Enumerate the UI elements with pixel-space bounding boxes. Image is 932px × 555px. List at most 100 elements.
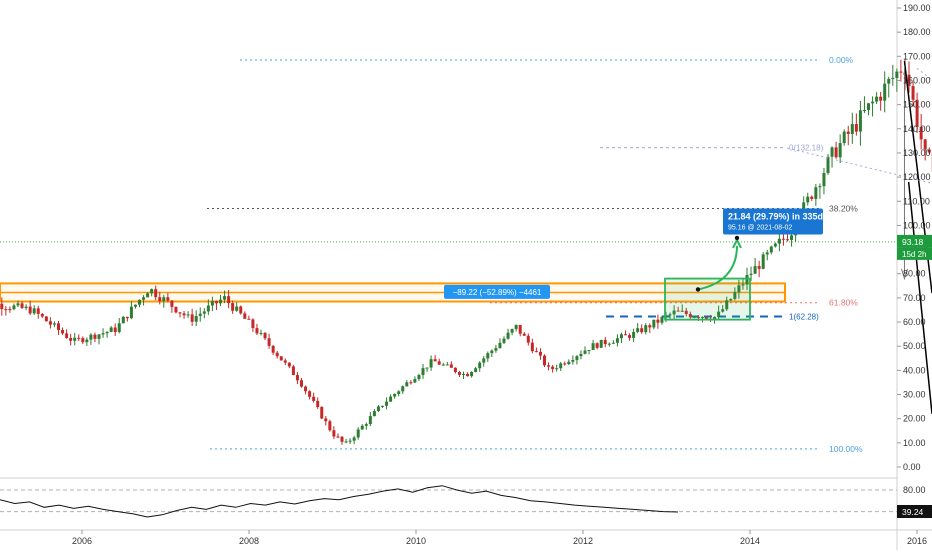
candle-body [458, 372, 461, 375]
candle-body [69, 338, 72, 341]
price-tick-label: 140.00 [903, 124, 931, 134]
candle-body [341, 437, 344, 442]
candle-body [511, 329, 514, 333]
candle-body [875, 97, 878, 102]
candle-body [660, 317, 663, 323]
candle-body [365, 424, 368, 426]
candle-body [790, 235, 793, 240]
candle-body [600, 340, 603, 348]
candle-body [150, 289, 153, 293]
candle-body [53, 323, 56, 324]
candle-body [839, 143, 842, 157]
price-tick-label: 110.00 [903, 196, 930, 206]
candle-body [567, 362, 570, 364]
candle-body [324, 418, 327, 421]
candle-body [474, 368, 477, 372]
candle-body [33, 308, 36, 313]
candle-body [312, 397, 315, 401]
candle-body [519, 325, 522, 334]
candle-body [304, 387, 307, 392]
candle-body [170, 301, 173, 307]
candle-body [361, 426, 364, 430]
candle-body [401, 386, 404, 391]
candle-body [531, 343, 534, 351]
candle-body [45, 317, 48, 322]
candle-body [260, 333, 263, 334]
candle-body [859, 110, 862, 131]
candle-body [219, 300, 222, 304]
candle-body [122, 317, 125, 323]
candle-body [4, 309, 7, 310]
candle-body [879, 97, 882, 101]
candle-body [110, 328, 113, 332]
fib-level-label: 0.00% [829, 55, 854, 65]
candle-body [276, 353, 279, 357]
candle-body [211, 301, 214, 306]
candle-body [454, 368, 457, 372]
fib-level-label: 100.00% [829, 444, 863, 454]
candle-body [405, 382, 408, 386]
candle-body [539, 352, 542, 356]
candle-body [243, 313, 246, 318]
candle-body [891, 78, 894, 79]
candle-body [652, 320, 655, 328]
candle-body [774, 244, 777, 247]
candle-body [130, 307, 133, 318]
candle-body [462, 374, 465, 375]
target-line-label: 1(62.28) [789, 313, 819, 322]
time-tick-label: 2014 [740, 536, 760, 546]
info-box-line1: 21.84 (29.79%) in 335d [728, 212, 823, 222]
price-tick-label: 100.00 [903, 220, 931, 230]
candle-body [430, 359, 433, 367]
candle-body [810, 197, 813, 199]
candle-body [612, 343, 615, 344]
candle-body [442, 365, 445, 366]
candle-body [648, 325, 651, 327]
candle-body [515, 325, 518, 329]
candle-body [827, 157, 830, 173]
candle-body [466, 374, 469, 376]
candle-body [146, 293, 149, 297]
price-tick-label: 10.00 [903, 438, 926, 448]
candle-body [851, 124, 854, 134]
candle-body [867, 103, 870, 110]
candle-body [762, 254, 765, 268]
candle-body [227, 296, 230, 303]
price-tick-label: 170.00 [903, 51, 931, 61]
candle-body [8, 309, 11, 310]
candle-body [85, 340, 88, 343]
candle-body [470, 372, 473, 376]
candle-body [640, 328, 643, 332]
candle-body [191, 314, 194, 321]
candle-body [328, 421, 331, 430]
candle-body [503, 339, 506, 343]
candle-body [17, 303, 20, 305]
candle-body [162, 297, 165, 301]
countdown-text: 15d 2h [902, 250, 926, 259]
candle-body [300, 380, 303, 386]
candle-body [863, 110, 866, 111]
candle-body [98, 334, 101, 338]
candle-body [588, 350, 591, 351]
candle-body [21, 303, 24, 308]
projection-box [665, 279, 750, 320]
candle-body [413, 379, 416, 383]
candle-body [154, 289, 157, 297]
candle-body [409, 382, 412, 383]
candle-body [114, 328, 117, 333]
candle-body [57, 323, 60, 330]
candle-body [450, 364, 453, 367]
candle-body [608, 344, 611, 345]
candle-body [336, 437, 339, 438]
candle-body [203, 311, 206, 313]
candle-body [166, 297, 169, 300]
indicator-value-text: 39.24 [902, 507, 924, 517]
candle-body [397, 391, 400, 394]
candle-body [835, 147, 838, 157]
price-tick-label: 60.00 [903, 317, 926, 327]
candle-body [754, 266, 757, 274]
candle-body [434, 359, 437, 361]
time-tick-label: 2016 [907, 536, 927, 546]
